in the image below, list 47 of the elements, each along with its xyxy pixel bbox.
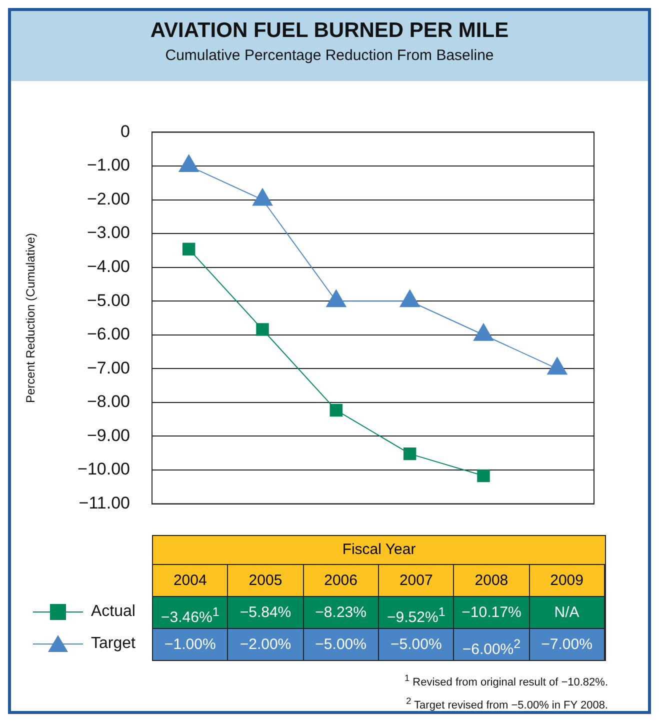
x-tick-label: 2004 xyxy=(153,565,228,596)
point xyxy=(473,322,494,341)
y-tick-label: −8.00 xyxy=(86,392,130,412)
y-tick-label: −10.00 xyxy=(78,460,130,479)
point xyxy=(326,289,347,308)
y-tick-label: −5.00 xyxy=(86,290,130,310)
x-tick-label: 2008 xyxy=(454,565,530,596)
data-label: −8.23% xyxy=(304,597,379,628)
point xyxy=(178,154,200,172)
data-label: −10.17% xyxy=(454,597,530,628)
point xyxy=(546,356,568,375)
x-axis-title: Fiscal Year xyxy=(153,536,605,565)
y-tick-label: −4.00 xyxy=(86,257,130,276)
y-tick-label: −2.00 xyxy=(86,189,130,208)
y-tick-label: 0 xyxy=(120,122,130,141)
data-label: −5.00% xyxy=(304,629,379,660)
point xyxy=(252,188,273,206)
text: $^{1}$ Revised from original result of −10.82%. xyxy=(404,672,608,691)
data-label: −6.00%$^{2}$ xyxy=(454,629,530,660)
y-tick-label: −7.00 xyxy=(86,358,130,378)
x-tick-label: 2006 xyxy=(304,565,379,596)
point xyxy=(399,289,420,308)
y-tick-label: −9.00 xyxy=(86,426,130,445)
chart-title: AVIATION FUEL BURNED PER MILE xyxy=(149,19,510,43)
point xyxy=(330,404,343,417)
data-label: −7.00% xyxy=(530,629,605,660)
y-axis-title: Percent Reduction (Cumulative) xyxy=(24,232,38,404)
data-label: −2.00% xyxy=(228,629,304,660)
legend-label: Target xyxy=(91,635,136,653)
legend-label: Actual xyxy=(91,603,136,621)
text: N/A xyxy=(554,604,580,621)
point xyxy=(477,469,490,482)
y-tick-label: −6.00 xyxy=(86,324,130,344)
data-label: −5.84% xyxy=(228,597,304,628)
chart-subtitle: Cumulative Percentage Reduction From Baseline xyxy=(164,47,495,64)
data-label: −9.52%$^{1}$ xyxy=(378,597,454,628)
text: $^{2}$ Target revised from −5.00% in FY 2008. xyxy=(405,694,608,714)
data-label: −1.00% xyxy=(153,629,228,660)
x-tick-label: 2009 xyxy=(530,565,605,596)
data-label: −5.00% xyxy=(378,629,454,660)
point xyxy=(403,447,416,460)
x-tick-label: 2005 xyxy=(228,565,304,596)
y-tick-label: −1.00 xyxy=(86,156,130,175)
y-tick-label: −11.00 xyxy=(78,493,130,512)
data-label: −3.46%$^{1}$ xyxy=(153,597,228,628)
y-tick-label: −3.00 xyxy=(86,223,130,242)
x-tick-label: 2007 xyxy=(378,565,454,596)
